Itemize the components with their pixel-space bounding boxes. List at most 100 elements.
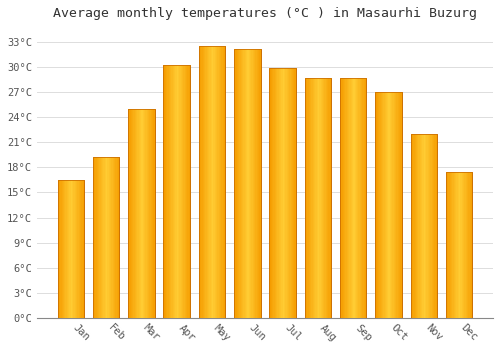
Bar (60, 180, 62, 318)
Bar (114, 156, 116, 318)
Bar (420, 134, 421, 318)
Bar (164, 65, 190, 318)
Bar (319, 78, 320, 318)
Bar (135, 109, 136, 318)
Bar (72, 180, 74, 318)
Bar (96, 156, 97, 318)
Bar (293, 68, 294, 318)
Bar (346, 78, 348, 318)
Bar (425, 134, 426, 318)
Bar (308, 78, 310, 318)
Bar (345, 78, 346, 318)
Bar (396, 92, 398, 318)
Bar (76, 180, 78, 318)
Bar (342, 78, 344, 318)
Bar (272, 68, 274, 318)
Bar (410, 134, 437, 318)
Bar (382, 92, 383, 318)
Bar (128, 109, 154, 318)
Bar (462, 172, 463, 318)
Bar (327, 78, 328, 318)
Bar (350, 78, 352, 318)
Bar (433, 134, 434, 318)
Bar (238, 49, 240, 318)
Bar (280, 68, 281, 318)
Bar (447, 172, 448, 318)
Bar (200, 46, 202, 318)
Bar (384, 92, 386, 318)
Bar (383, 92, 384, 318)
Bar (454, 172, 455, 318)
Bar (466, 172, 467, 318)
Bar (270, 68, 272, 318)
Bar (392, 92, 394, 318)
Bar (315, 78, 316, 318)
Bar (398, 92, 399, 318)
Bar (326, 78, 327, 318)
Bar (62, 180, 63, 318)
Bar (244, 49, 246, 318)
Bar (320, 78, 322, 318)
Bar (131, 109, 132, 318)
Bar (112, 156, 114, 318)
Bar (258, 49, 259, 318)
Bar (68, 180, 70, 318)
Bar (104, 156, 105, 318)
Bar (236, 49, 238, 318)
Bar (128, 109, 130, 318)
Bar (380, 92, 382, 318)
Bar (134, 109, 135, 318)
Bar (434, 134, 436, 318)
Bar (394, 92, 395, 318)
Bar (464, 172, 466, 318)
Bar (98, 156, 100, 318)
Bar (105, 156, 106, 318)
Bar (168, 65, 170, 318)
Bar (312, 78, 314, 318)
Bar (188, 65, 190, 318)
Bar (358, 78, 360, 318)
Bar (182, 65, 184, 318)
Bar (357, 78, 358, 318)
Bar (364, 78, 365, 318)
Bar (78, 180, 80, 318)
Bar (75, 180, 76, 318)
Bar (218, 46, 220, 318)
Bar (285, 68, 286, 318)
Bar (101, 156, 102, 318)
Bar (152, 109, 154, 318)
Bar (463, 172, 464, 318)
Bar (148, 109, 150, 318)
Bar (166, 65, 168, 318)
Bar (340, 78, 366, 318)
Bar (142, 109, 144, 318)
Bar (448, 172, 450, 318)
Bar (424, 134, 425, 318)
Bar (436, 134, 437, 318)
Bar (100, 156, 101, 318)
Bar (118, 156, 120, 318)
Bar (67, 180, 68, 318)
Bar (356, 78, 357, 318)
Bar (289, 68, 290, 318)
Bar (452, 172, 454, 318)
Bar (208, 46, 210, 318)
Bar (400, 92, 402, 318)
Bar (471, 172, 472, 318)
Bar (286, 68, 288, 318)
Bar (379, 92, 380, 318)
Bar (294, 68, 296, 318)
Bar (58, 180, 59, 318)
Bar (399, 92, 400, 318)
Bar (290, 68, 292, 318)
Bar (259, 49, 260, 318)
Bar (413, 134, 414, 318)
Bar (93, 156, 120, 318)
Bar (276, 68, 278, 318)
Bar (144, 109, 146, 318)
Bar (328, 78, 330, 318)
Bar (94, 156, 96, 318)
Bar (186, 65, 188, 318)
Bar (74, 180, 75, 318)
Bar (314, 78, 315, 318)
